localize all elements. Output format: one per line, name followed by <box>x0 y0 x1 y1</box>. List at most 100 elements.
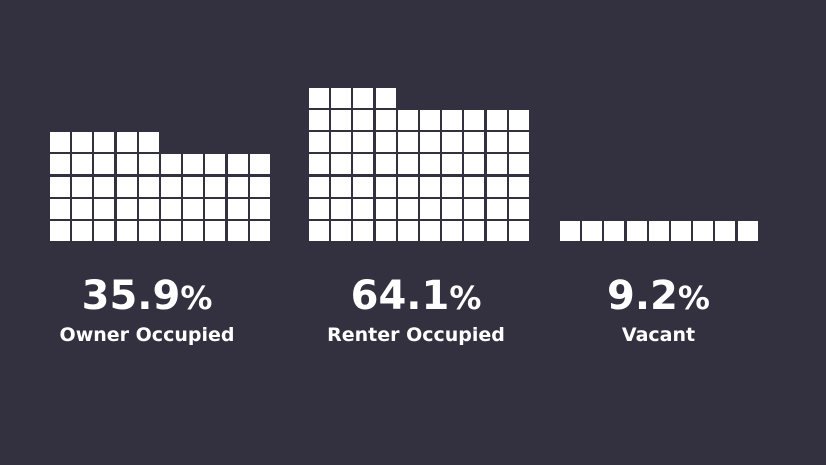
waffle-cell-renter-occupied <box>309 177 329 197</box>
waffle-cell-renter-occupied <box>464 132 484 152</box>
waffle-cell-renter-occupied <box>376 177 396 197</box>
waffle-cell-renter-occupied <box>376 88 396 108</box>
waffle-cell-vacant <box>627 221 647 241</box>
waffle-cell-renter-occupied <box>353 110 373 130</box>
waffle-cell-owner-occupied <box>161 177 181 197</box>
waffle-cell-owner-occupied <box>139 177 159 197</box>
waffle-cell-renter-occupied <box>487 154 507 174</box>
category-label: Renter Occupied <box>327 324 505 346</box>
waffle-cell-owner-occupied <box>72 221 92 241</box>
waffle-cell-renter-occupied <box>442 177 462 197</box>
waffle-cell-owner-occupied <box>72 177 92 197</box>
waffle-cell-renter-occupied <box>331 154 351 174</box>
waffle-cell-owner-occupied <box>94 132 114 152</box>
waffle-cell-renter-occupied <box>309 221 329 241</box>
waffle-cell-owner-occupied <box>205 199 225 219</box>
waffle-cell-renter-occupied <box>398 199 418 219</box>
waffle-cell-renter-occupied <box>487 132 507 152</box>
waffle-cell-renter-occupied <box>442 199 462 219</box>
waffle-cell-owner-occupied <box>94 221 114 241</box>
waffle-cell-owner-occupied <box>161 154 181 174</box>
waffle-cell-owner-occupied <box>205 221 225 241</box>
waffle-cell-renter-occupied <box>353 177 373 197</box>
waffle-cell-renter-occupied <box>376 154 396 174</box>
waffle-cell-renter-occupied <box>309 154 329 174</box>
waffle-cell-owner-occupied <box>183 221 203 241</box>
percent-sign: % <box>449 279 482 317</box>
waffle-cell-renter-occupied <box>509 110 529 130</box>
waffle-cell-owner-occupied <box>205 177 225 197</box>
waffle-cell-renter-occupied <box>464 199 484 219</box>
waffle-cell-renter-occupied <box>442 132 462 152</box>
waffle-cell-renter-occupied <box>464 221 484 241</box>
waffle-cell-renter-occupied <box>509 132 529 152</box>
waffle-cell-renter-occupied <box>420 221 440 241</box>
waffle-cell-renter-occupied <box>353 88 373 108</box>
percentage-label: 9.2% <box>571 272 746 322</box>
waffle-cell-renter-occupied <box>464 110 484 130</box>
waffle-cell-vacant <box>649 221 669 241</box>
waffle-cell-renter-occupied <box>331 88 351 108</box>
percentage-value: 35.9 <box>81 273 181 319</box>
waffle-cell-owner-occupied <box>250 199 270 219</box>
waffle-cell-owner-occupied <box>94 177 114 197</box>
waffle-cell-renter-occupied <box>487 199 507 219</box>
percentage-value: 64.1 <box>350 273 450 319</box>
waffle-cell-owner-occupied <box>139 154 159 174</box>
waffle-cell-renter-occupied <box>331 177 351 197</box>
waffle-cell-vacant <box>738 221 758 241</box>
waffle-cell-owner-occupied <box>250 154 270 174</box>
waffle-cell-owner-occupied <box>250 221 270 241</box>
waffle-cell-owner-occupied <box>117 199 137 219</box>
waffle-cell-owner-occupied <box>117 221 137 241</box>
waffle-cell-vacant <box>693 221 713 241</box>
waffle-cell-renter-occupied <box>376 199 396 219</box>
waffle-cell-vacant <box>715 221 735 241</box>
percentage-label: 35.9% <box>47 272 247 322</box>
percentage-value: 9.2 <box>607 273 678 319</box>
waffle-cell-vacant <box>560 221 580 241</box>
waffle-cell-owner-occupied <box>72 154 92 174</box>
waffle-cell-renter-occupied <box>487 110 507 130</box>
waffle-cell-renter-occupied <box>353 221 373 241</box>
stat-vacant: 9.2% Vacant <box>571 272 746 347</box>
waffle-cell-renter-occupied <box>442 221 462 241</box>
waffle-cell-owner-occupied <box>228 154 248 174</box>
waffle-cell-owner-occupied <box>228 199 248 219</box>
waffle-cell-renter-occupied <box>420 177 440 197</box>
waffle-cell-renter-occupied <box>398 177 418 197</box>
category-label: Owner Occupied <box>59 324 235 346</box>
waffle-cell-renter-occupied <box>420 199 440 219</box>
waffle-cell-renter-occupied <box>376 110 396 130</box>
waffle-cell-owner-occupied <box>139 199 159 219</box>
waffle-cell-renter-occupied <box>398 154 418 174</box>
waffle-cell-renter-occupied <box>398 110 418 130</box>
waffle-cell-renter-occupied <box>309 132 329 152</box>
waffle-cell-owner-occupied <box>94 154 114 174</box>
waffle-cell-renter-occupied <box>331 132 351 152</box>
waffle-cell-renter-occupied <box>398 221 418 241</box>
waffle-cell-owner-occupied <box>117 132 137 152</box>
stat-renter-occupied: 64.1% Renter Occupied <box>316 272 516 347</box>
waffle-cell-renter-occupied <box>331 199 351 219</box>
waffle-cell-renter-occupied <box>509 199 529 219</box>
waffle-cell-owner-occupied <box>117 154 137 174</box>
waffle-cell-renter-occupied <box>376 221 396 241</box>
waffle-cell-renter-occupied <box>420 110 440 130</box>
waffle-cell-renter-occupied <box>487 221 507 241</box>
percent-sign: % <box>677 279 710 317</box>
waffle-cell-owner-occupied <box>161 199 181 219</box>
waffle-cell-owner-occupied <box>250 177 270 197</box>
waffle-cell-owner-occupied <box>117 177 137 197</box>
stat-owner-occupied: 35.9% Owner Occupied <box>47 272 247 347</box>
waffle-cell-renter-occupied <box>509 221 529 241</box>
waffle-cell-renter-occupied <box>331 110 351 130</box>
waffle-cell-owner-occupied <box>228 221 248 241</box>
waffle-cell-vacant <box>671 221 691 241</box>
waffle-cell-owner-occupied <box>139 132 159 152</box>
waffle-cell-vacant <box>582 221 602 241</box>
waffle-cell-owner-occupied <box>72 199 92 219</box>
waffle-cell-renter-occupied <box>509 177 529 197</box>
waffle-cell-owner-occupied <box>183 199 203 219</box>
